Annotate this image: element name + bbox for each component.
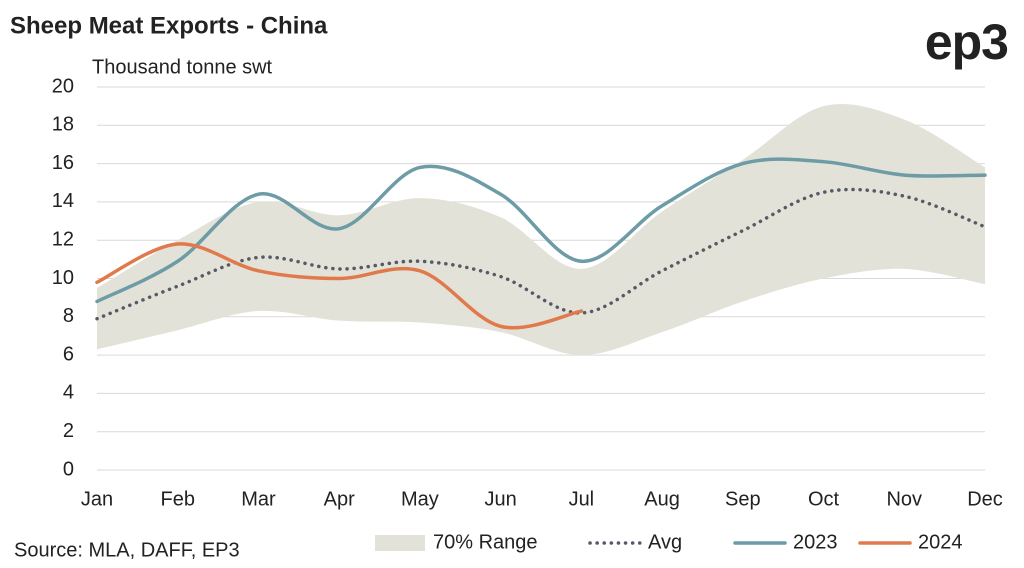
y-tick-label: 8 <box>63 305 74 327</box>
x-tick-label: Apr <box>324 488 355 510</box>
legend-label: Avg <box>648 531 682 553</box>
y-tick-label: 20 <box>52 75 74 97</box>
x-tick-label: Feb <box>160 488 194 510</box>
x-tick-label: May <box>401 488 439 510</box>
legend-label: 2023 <box>793 531 838 553</box>
logo: ep3 <box>925 14 1008 70</box>
y-tick-label: 14 <box>52 190 74 212</box>
y-tick-label: 12 <box>52 228 74 250</box>
x-tick-label: Dec <box>967 488 1003 510</box>
y-tick-label: 4 <box>63 382 74 404</box>
y-tick-label: 6 <box>63 343 74 365</box>
x-tick-label: Jun <box>485 488 517 510</box>
source: Source: MLA, DAFF, EP3 <box>14 539 240 561</box>
y-tick-label: 10 <box>52 267 74 289</box>
x-tick-label: Nov <box>886 488 922 510</box>
series-line <box>95 157 987 304</box>
legend-label: 2024 <box>918 531 963 553</box>
x-tick-label: Aug <box>644 488 680 510</box>
series-line <box>95 187 987 321</box>
legend-label: 70% Range <box>433 531 538 553</box>
x-tick-label: Jan <box>81 488 113 510</box>
legend-swatch <box>375 535 425 551</box>
y-tick-label: 18 <box>52 114 74 136</box>
range-area <box>97 103 985 356</box>
x-tick-label: Jul <box>569 488 595 510</box>
x-tick-label: Mar <box>241 488 276 510</box>
series-line <box>95 242 584 330</box>
chart-title: Sheep Meat Exports - China <box>10 12 328 39</box>
x-tick-label: Oct <box>808 488 840 510</box>
y-tick-label: 2 <box>63 420 74 442</box>
y-axis-label: Thousand tonne swt <box>92 56 273 78</box>
y-tick-label: 0 <box>63 458 74 480</box>
x-tick-label: Sep <box>725 488 761 510</box>
y-tick-label: 16 <box>52 152 74 174</box>
